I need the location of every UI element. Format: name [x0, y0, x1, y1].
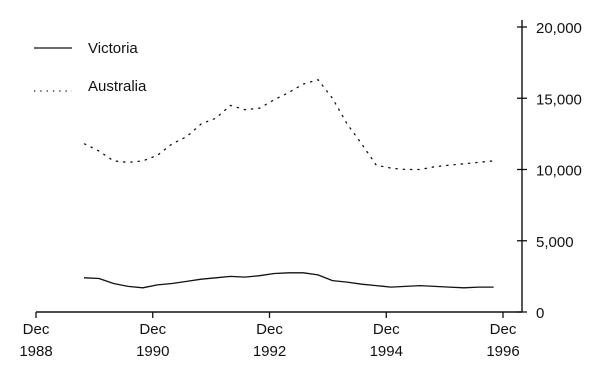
- x-tick-label-year: 1988: [19, 343, 52, 360]
- x-tick-label-year: 1990: [136, 343, 169, 360]
- legend-label-australia: Australia: [88, 78, 147, 95]
- legend: Victoria Australia: [34, 40, 147, 95]
- x-tick-label-month: Dec: [23, 321, 50, 338]
- x-tick-label-month: Dec: [139, 321, 166, 338]
- series-layer: [83, 79, 494, 289]
- y-tick-label: 20,000: [536, 20, 582, 37]
- x-axis-ticks: Dec 1988 Dec 1990 Dec 1992 Dec 1994 Dec 1996: [19, 312, 520, 360]
- x-tick-label-year: 1992: [253, 343, 286, 360]
- legend-item-victoria: Victoria: [34, 40, 138, 57]
- x-tick-label-year: 1996: [486, 343, 519, 360]
- series-line-victoria: [83, 272, 494, 289]
- legend-label-victoria: Victoria: [88, 40, 138, 57]
- y-tick-label: 10,000: [536, 163, 582, 180]
- y-axis-ticks: 0 5,000 10,000 15,000 20,000: [517, 20, 582, 322]
- x-tick-label-year: 1994: [370, 343, 403, 360]
- legend-item-australia: Australia: [34, 78, 147, 95]
- x-tick-label-month: Dec: [256, 321, 283, 338]
- series-line-australia: [83, 79, 494, 171]
- y-tick-label: 5,000: [536, 234, 574, 251]
- y-tick-label: 15,000: [536, 91, 582, 108]
- x-tick-label-month: Dec: [490, 321, 517, 338]
- x-tick-label-month: Dec: [373, 321, 400, 338]
- y-tick-label: 0: [536, 305, 544, 322]
